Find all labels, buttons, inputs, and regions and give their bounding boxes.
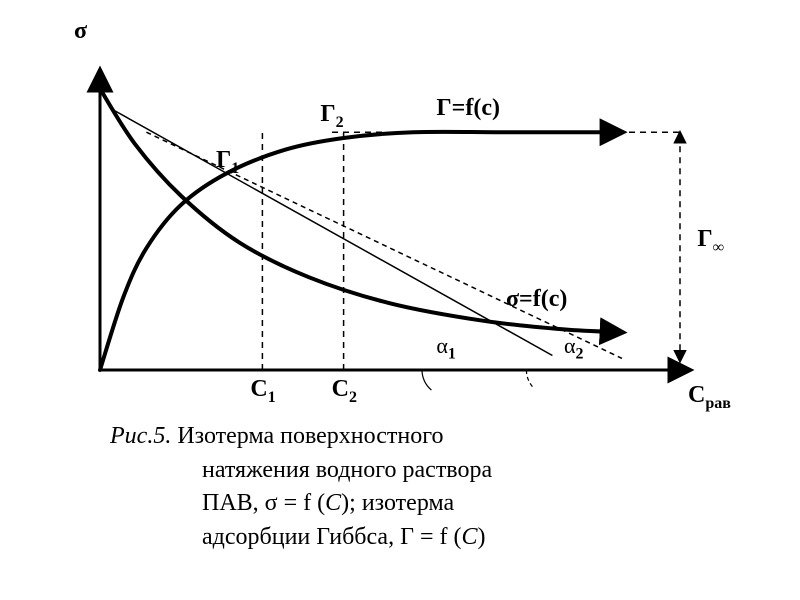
x-axis-label-main: C — [688, 382, 705, 408]
caption-l3b: C — [325, 490, 341, 516]
caption-line-2: натяжения водного раствора — [110, 454, 690, 488]
y-axis-label: σ — [74, 18, 87, 45]
caption-l3c: ); изотерма — [341, 490, 454, 516]
x-tick-label-2: C2 — [332, 376, 357, 407]
label-gamma_inf: Γ∞ — [697, 226, 724, 257]
caption-line-1: Рис.5. Изотерма поверхностного — [110, 420, 690, 454]
label-alpha2: α2 — [564, 333, 584, 363]
x-axis-label-sub: рав — [705, 395, 731, 412]
chart-area: σ Cрав Γ1Γ2Γ=f(c)σ=f(c)Γ∞α1α2 C1C2 — [80, 50, 720, 400]
caption-l4c: ) — [478, 524, 486, 550]
caption-prefix: Рис.5. — [110, 423, 171, 449]
x-axis-label: Cрав — [688, 382, 731, 413]
figure-caption: Рис.5. Изотерма поверхностного натяжения… — [110, 420, 690, 554]
caption-line-3: ПАВ, σ = f (C); изотерма — [110, 487, 690, 521]
label-gamma_eq: Γ=f(c) — [436, 95, 500, 122]
caption-line-4: адсорбции Гиббса, Γ = f (C) — [110, 521, 690, 555]
caption-l4a: адсорбции Гиббса, Γ = f ( — [202, 524, 461, 550]
label-sigma_eq: σ=f(c) — [506, 286, 567, 313]
figure-container: σ Cрав Γ1 Γ2 Γ=f(c) σ=f(c) Γ∞ α1 α2 C1 C2 Рис.5… — [0, 0, 800, 600]
caption-l3a: ПАВ, σ = f ( — [202, 490, 325, 516]
chart-svg — [80, 50, 720, 400]
caption-l4b: C — [461, 524, 477, 550]
caption-l1-rest: Изотерма поверхностного — [171, 423, 443, 449]
label-gamma1: Γ1 — [216, 147, 239, 178]
x-tick-label-1: C1 — [250, 376, 275, 407]
label-alpha1: α1 — [436, 333, 456, 363]
label-gamma2: Γ2 — [320, 101, 343, 132]
